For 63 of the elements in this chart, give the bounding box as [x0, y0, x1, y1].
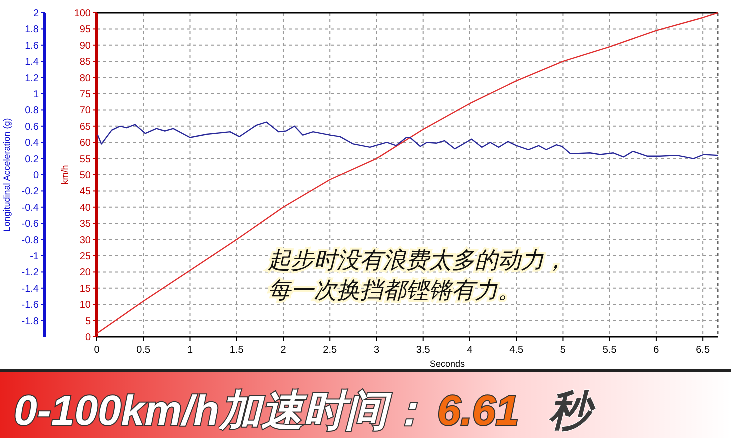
- annotation: 起步时没有浪费太多的动力，: [268, 247, 567, 273]
- y-tick-label: 10: [80, 300, 92, 312]
- y-tick-label: 85: [80, 57, 92, 68]
- x-tick-label: 0.5: [136, 345, 152, 356]
- x-tick-label: 3: [374, 345, 380, 356]
- x-tick-label: 4: [467, 345, 474, 356]
- y-axis-title: km/h: [60, 165, 70, 185]
- y2-tick-label: 1.6: [25, 40, 40, 52]
- text: 秒: [549, 387, 596, 434]
- y-tick-label: 40: [80, 202, 92, 214]
- x-tick-label: 2: [280, 345, 287, 356]
- x-tick-label: 2.5: [323, 345, 338, 356]
- y-tick-label: 90: [80, 40, 92, 52]
- y-tick-label: 20: [80, 268, 92, 279]
- y2-tick-label: -1.6: [22, 300, 40, 312]
- text: 0-100km/h加速时间：: [14, 387, 430, 434]
- y2-tick-label: 1.2: [25, 73, 40, 84]
- x-tick-label: 6.5: [696, 345, 710, 356]
- y2-tick-label: -0.8: [22, 235, 40, 246]
- y-tick-label: 75: [80, 90, 92, 100]
- y2-tick-label: 2: [33, 8, 40, 20]
- y2-axis-title: Longitudinal Acceleration (g): [2, 118, 12, 232]
- y2-tick-label: 0.6: [25, 122, 40, 133]
- y2-tick-label: -0.6: [22, 219, 40, 230]
- x-tick-label: 1.5: [230, 345, 244, 356]
- x-tick-label: 5: [560, 345, 566, 356]
- x-tick-label: 5.5: [602, 345, 618, 356]
- y-tick-label: 60: [80, 138, 92, 150]
- y2-tick-label: -1.2: [22, 268, 40, 279]
- y-tick-label: 45: [80, 186, 92, 198]
- x-tick-label: 4.5: [510, 345, 524, 356]
- y-tick-label: 30: [80, 235, 92, 246]
- text: 6.61: [437, 387, 520, 434]
- x-tick-label: 1: [187, 345, 194, 356]
- y-tick-label: 35: [80, 219, 92, 230]
- y-tick-label: 0: [85, 332, 92, 344]
- x-tick-label: 3.5: [416, 345, 431, 356]
- y2-tick-label: -1.4: [22, 284, 40, 295]
- y-tick-label: 80: [80, 73, 92, 84]
- y-tick-label: 50: [80, 170, 92, 182]
- y2-tick-label: -0.4: [22, 202, 40, 214]
- x-tick-label: 6: [654, 345, 660, 356]
- y2-tick-label: 0: [33, 170, 40, 182]
- y-tick-label: 25: [80, 252, 92, 262]
- y-tick-label: 100: [74, 8, 92, 20]
- y-tick-label: 15: [80, 284, 92, 295]
- y2-tick-label: 0.4: [25, 138, 40, 150]
- y2-tick-label: 1.8: [25, 24, 40, 36]
- y2-tick-label: 1: [33, 90, 40, 100]
- y2-tick-label: -0.2: [22, 186, 40, 198]
- y-tick-label: 55: [80, 154, 92, 166]
- y-tick-label: 65: [80, 122, 92, 133]
- y2-tick-label: 0.2: [25, 154, 40, 166]
- y2-tick-label: 0.8: [25, 106, 40, 117]
- y2-tick-label: 1.4: [25, 57, 40, 68]
- y2-tick-label: -1.8: [22, 316, 40, 328]
- y2-tick-label: -1: [30, 252, 40, 262]
- x-axis-title: Seconds: [430, 359, 466, 369]
- y-tick-label: 5: [85, 316, 92, 328]
- y-tick-label: 70: [80, 106, 92, 117]
- annotation: 每一次换挡都铿锵有力。: [268, 277, 521, 303]
- x-tick-label: 0: [94, 345, 100, 356]
- y-tick-label: 95: [80, 24, 92, 36]
